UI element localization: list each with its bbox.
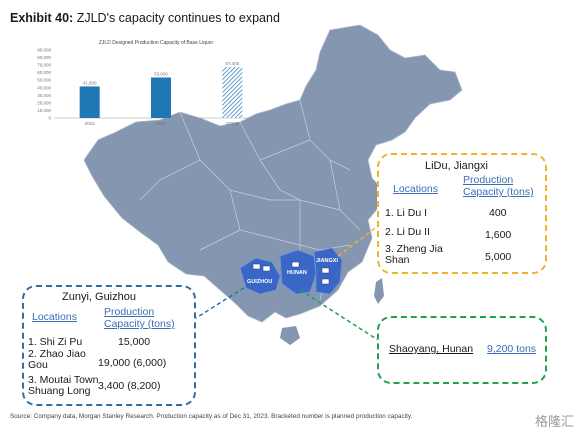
- bar-2024E: [222, 67, 243, 118]
- x-tick-label: 2023: [156, 121, 167, 126]
- y-tick-label: 30,000: [37, 93, 51, 98]
- lidu-row-3-capacity: 5,000: [485, 251, 512, 263]
- lidu-row-1-location: 1. Li Du I: [385, 207, 428, 219]
- y-tick-label: 90,000: [37, 48, 51, 53]
- lidu-row-2-capacity: 1,600: [485, 229, 512, 241]
- lidu-row-3-location: 3. Zheng Jia Shan: [385, 243, 443, 266]
- zunyi-row-1-capacity: 15,000: [118, 336, 151, 348]
- china-mainland: [83, 24, 463, 323]
- y-tick-label: 50,000: [37, 78, 51, 83]
- y-tick-label: 0: [48, 116, 51, 121]
- bar-value-label: 53,600: [154, 72, 168, 77]
- exhibit-caption: ZJLD's capacity continues to expand: [76, 11, 280, 25]
- factory-markers: [252, 261, 330, 285]
- shaoyang-title: Shaoyang, Hunan: [389, 343, 474, 355]
- bar-value-label: 67,400: [225, 61, 239, 66]
- zunyi-row-3-capacity: 3,400 (8,200): [98, 380, 161, 392]
- factory-marker-jiangxi-2: [321, 278, 330, 285]
- y-tick-label: 20,000: [37, 100, 51, 105]
- y-tick-label: 70,000: [37, 63, 51, 68]
- watermark: 格隆汇: [534, 414, 574, 429]
- zunyi-row-1-location: 1. Shi Zi Pu: [28, 336, 83, 348]
- hunan-label: HUNAN: [287, 270, 307, 276]
- zunyi-row-2-location: 2. Zhao Jiao Gou: [28, 348, 86, 371]
- zunyi-locations-header: Locations: [32, 311, 77, 323]
- y-tick-label: 80,000: [37, 55, 51, 60]
- zunyi-capacity-header-2: Capacity (tons): [104, 318, 175, 330]
- zunyi-row-3-location: 3. Moutai Town Shuang Long: [28, 374, 99, 397]
- lidu-locations-header: Locations: [393, 183, 438, 195]
- shaoyang-capacity: 9,200 tons: [487, 343, 537, 355]
- bar-value-label: 41,800: [83, 80, 97, 85]
- jiangxi-label: JIANGXI: [316, 258, 339, 264]
- bar-2022: [79, 86, 100, 118]
- x-tick-label: 2024E: [226, 121, 239, 126]
- lidu-capacity-header-1: Production: [463, 174, 514, 186]
- y-tick-label: 10,000: [37, 108, 51, 113]
- guizhou-label: GUIZHOU: [247, 279, 273, 285]
- bar-2023: [151, 77, 171, 118]
- x-tick-label: 2022: [85, 121, 96, 126]
- zunyi-title: Zunyi, Guizhou: [62, 291, 136, 303]
- factory-marker-guizhou-2: [262, 265, 271, 272]
- connector-hunan: [299, 289, 379, 341]
- exhibit-title: Exhibit 40: ZJLD's capacity continues to…: [10, 11, 280, 25]
- connector-jiangxi: [337, 225, 379, 257]
- lidu-capacity-header-2: Capacity (tons): [463, 186, 534, 198]
- shaoyang-callout: Shaoyang, Hunan 9,200 tons: [377, 316, 547, 384]
- y-tick-label: 60,000: [37, 70, 51, 75]
- capacity-bar-chart: ZJLD Designed Production Capacity of Bas…: [37, 40, 268, 126]
- hainan-island: [280, 326, 300, 345]
- province-borders: [139, 99, 361, 301]
- lidu-row-2-location: 2. Li Du II: [385, 226, 430, 238]
- source-note: Source: Company data, Morgan Stanley Res…: [10, 413, 413, 420]
- exhibit-number: Exhibit 40:: [10, 11, 74, 25]
- factory-marker-hunan: [291, 261, 300, 268]
- lidu-title: LiDu, Jiangxi: [425, 160, 488, 172]
- hunan-province: [279, 249, 317, 295]
- lidu-row-1-capacity: 400: [489, 207, 507, 219]
- zunyi-capacity-header-1: Production: [104, 306, 155, 318]
- taiwan-island: [374, 278, 384, 304]
- zunyi-row-2-capacity: 19,000 (6,000): [98, 357, 167, 369]
- y-tick-label: 40,000: [37, 85, 51, 90]
- factory-marker-jiangxi-1: [321, 267, 330, 274]
- factory-marker-guizhou-1: [252, 263, 261, 270]
- connector-guizhou: [195, 283, 251, 319]
- chart-title: ZJLD Designed Production Capacity of Bas…: [99, 40, 214, 46]
- lidu-callout: LiDu, Jiangxi Locations Production Capac…: [377, 153, 547, 274]
- zunyi-callout: Zunyi, Guizhou Locations Production Capa…: [22, 285, 196, 406]
